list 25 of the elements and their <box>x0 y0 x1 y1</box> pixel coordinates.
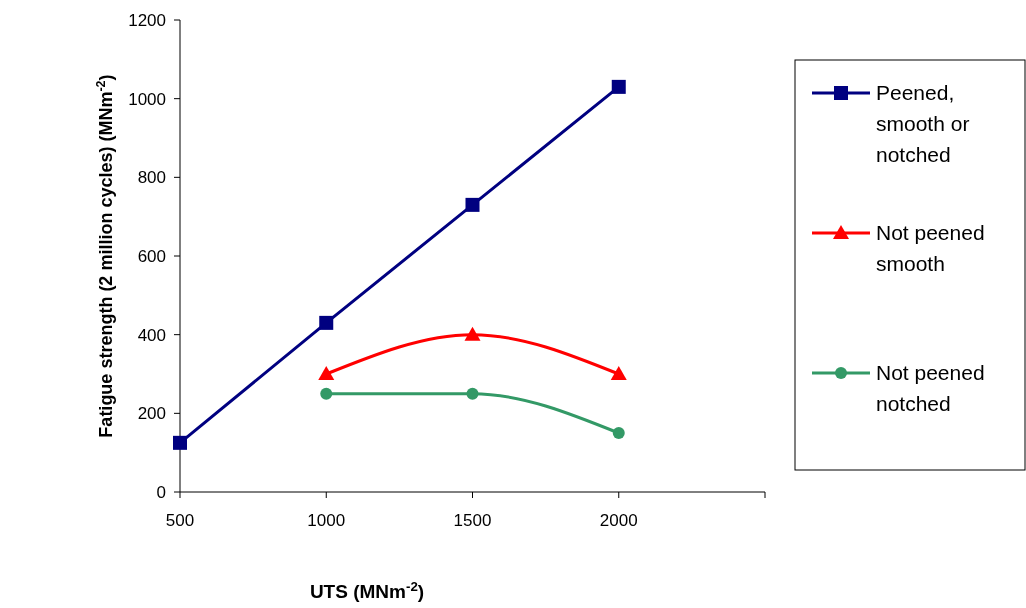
x-tick-label: 1000 <box>307 511 346 530</box>
point <box>466 387 479 400</box>
x-axis-title: UTS (MNm$^{-2}$) <box>309 578 425 602</box>
point <box>612 427 625 439</box>
legend-label: Not peened notched <box>876 361 985 415</box>
y-tick-label: 800 <box>137 168 166 188</box>
x-tick-label: 1500 <box>453 511 492 530</box>
x-tick-label: 2000 <box>599 511 638 530</box>
y-tick-label: 1200 <box>128 11 166 30</box>
y-tick-label: 1000 <box>128 89 166 109</box>
x-tick-label: 500 <box>165 511 195 530</box>
point <box>610 366 627 380</box>
y-tick-label: 200 <box>137 404 166 424</box>
y-tick-label: 0 <box>156 483 166 502</box>
legend-label: Peened, smooth or notched <box>876 81 970 166</box>
y-tick-label: 400 <box>137 325 166 345</box>
point <box>320 387 333 400</box>
y-tick-label: 600 <box>137 247 166 266</box>
point <box>465 197 480 212</box>
legend-label: Not peened smooth <box>876 221 985 275</box>
point <box>318 366 335 380</box>
point <box>173 435 187 450</box>
point <box>611 79 626 94</box>
point <box>464 326 481 341</box>
point <box>319 315 334 330</box>
